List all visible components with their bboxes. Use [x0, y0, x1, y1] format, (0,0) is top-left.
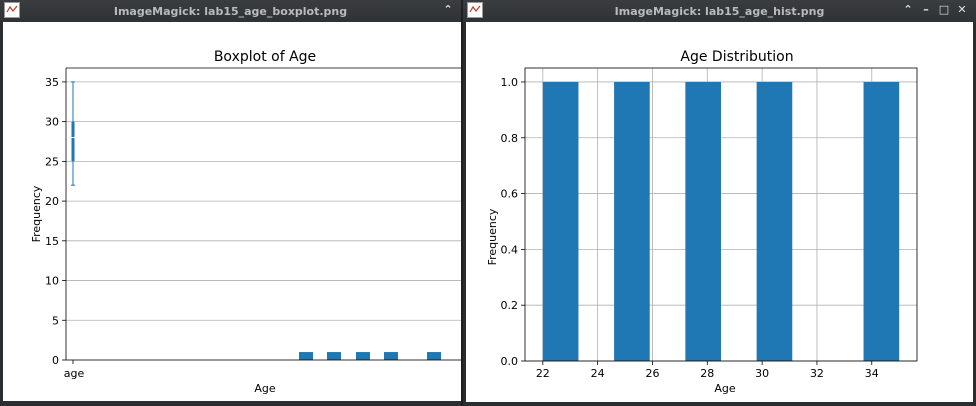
collapse-button[interactable]: ⌃	[903, 3, 913, 16]
x-ticks: age	[64, 360, 85, 380]
y-ticks: 0 5 10 15 20 25 30 35	[45, 76, 66, 367]
chart-title: Boxplot of Age	[214, 49, 316, 65]
imagemagick-icon[interactable]	[467, 2, 483, 18]
histogram-bar	[614, 81, 650, 361]
y-tick-label: 0	[52, 354, 59, 367]
bars-layer	[542, 81, 900, 361]
y-tick-label: 25	[45, 155, 59, 168]
window-title: ImageMagick: lab15_age_boxplot.png	[113, 5, 348, 18]
boxplot-chart: 0 5 10 15 20 25 30 35 age Boxplot of Age Age Fr…	[30, 49, 463, 395]
x-tick-label: 32	[810, 367, 824, 380]
boxplot-window: ImageMagick: lab15_age_boxplot.png ⌃ 0 5 1…	[0, 0, 463, 406]
y-tick-label: 35	[45, 76, 59, 89]
y-tick-label: 0.2	[501, 299, 519, 312]
overlay-bar	[299, 352, 313, 360]
x-axis-label: Age	[714, 382, 736, 395]
titlebar[interactable]: ImageMagick: lab15_age_boxplot.png ⌃	[0, 0, 461, 22]
y-tick-label: 20	[45, 195, 59, 208]
y-tick-label: 0.0	[501, 355, 519, 368]
maximize-button[interactable]: □	[938, 3, 950, 16]
x-tick-label: age	[64, 367, 85, 380]
histogram-bar	[542, 81, 579, 361]
x-tick-label: 24	[591, 367, 605, 380]
close-button[interactable]: ✕	[957, 3, 967, 16]
histogram-bar	[863, 81, 900, 361]
y-tick-label: 0.8	[501, 132, 519, 145]
y-axis-label: Frequency	[486, 208, 499, 265]
x-tick-label: 30	[755, 367, 769, 380]
grid-lines	[66, 81, 463, 361]
y-tick-label: 10	[45, 275, 59, 288]
axes-layer	[65, 67, 463, 361]
window-title: ImageMagick: lab15_age_hist.png	[614, 5, 825, 18]
y-tick-label: 1.0	[501, 76, 519, 89]
x-tick-label: 26	[645, 367, 659, 380]
y-tick-label: 30	[45, 116, 59, 129]
axes-layer	[524, 67, 918, 362]
y-tick-label: 0.6	[501, 188, 519, 201]
axes-frame	[524, 67, 918, 362]
bars-layer	[299, 352, 441, 360]
image-canvas: 0.0 0.2 0.4 0.6 0.8 1.0 22 24 26 28 30 32 34 Age Di…	[466, 22, 973, 402]
boxplot-box	[71, 121, 75, 162]
histogram-chart: 0.0 0.2 0.4 0.6 0.8 1.0 22 24 26 28 30 32 34 Age Di…	[486, 49, 918, 395]
y-tick-label: 5	[52, 314, 59, 327]
chart-title: Age Distribution	[680, 49, 793, 65]
histogram-bar	[756, 81, 793, 361]
y-ticks: 0.0 0.2 0.4 0.6 0.8 1.0	[501, 76, 525, 368]
x-tick-label: 28	[700, 367, 714, 380]
boxplot-layer	[71, 81, 75, 186]
x-tick-label: 34	[865, 367, 879, 380]
image-canvas: 0 5 10 15 20 25 30 35 age Boxplot of Age Age Fr…	[3, 22, 463, 401]
overlay-bar	[327, 352, 341, 360]
y-tick-label: 0.4	[501, 243, 519, 256]
x-tick-label: 22	[536, 367, 550, 380]
histogram-bar	[685, 81, 721, 361]
histogram-window: ImageMagick: lab15_age_hist.png ⌃ – □ ✕ …	[463, 0, 976, 406]
y-axis-label: Frequency	[30, 185, 43, 242]
overlay-bar	[427, 352, 441, 360]
x-axis-label: Age	[254, 382, 276, 395]
overlay-bar	[384, 352, 398, 360]
y-tick-label: 15	[45, 235, 59, 248]
overlay-bar	[356, 352, 370, 360]
minimize-button[interactable]: –	[923, 3, 929, 16]
titlebar[interactable]: ImageMagick: lab15_age_hist.png ⌃ – □ ✕	[463, 0, 976, 22]
x-ticks: 22 24 26 28 30 32 34	[536, 361, 879, 380]
imagemagick-icon[interactable]	[4, 2, 20, 18]
collapse-button[interactable]: ⌃	[443, 3, 453, 16]
